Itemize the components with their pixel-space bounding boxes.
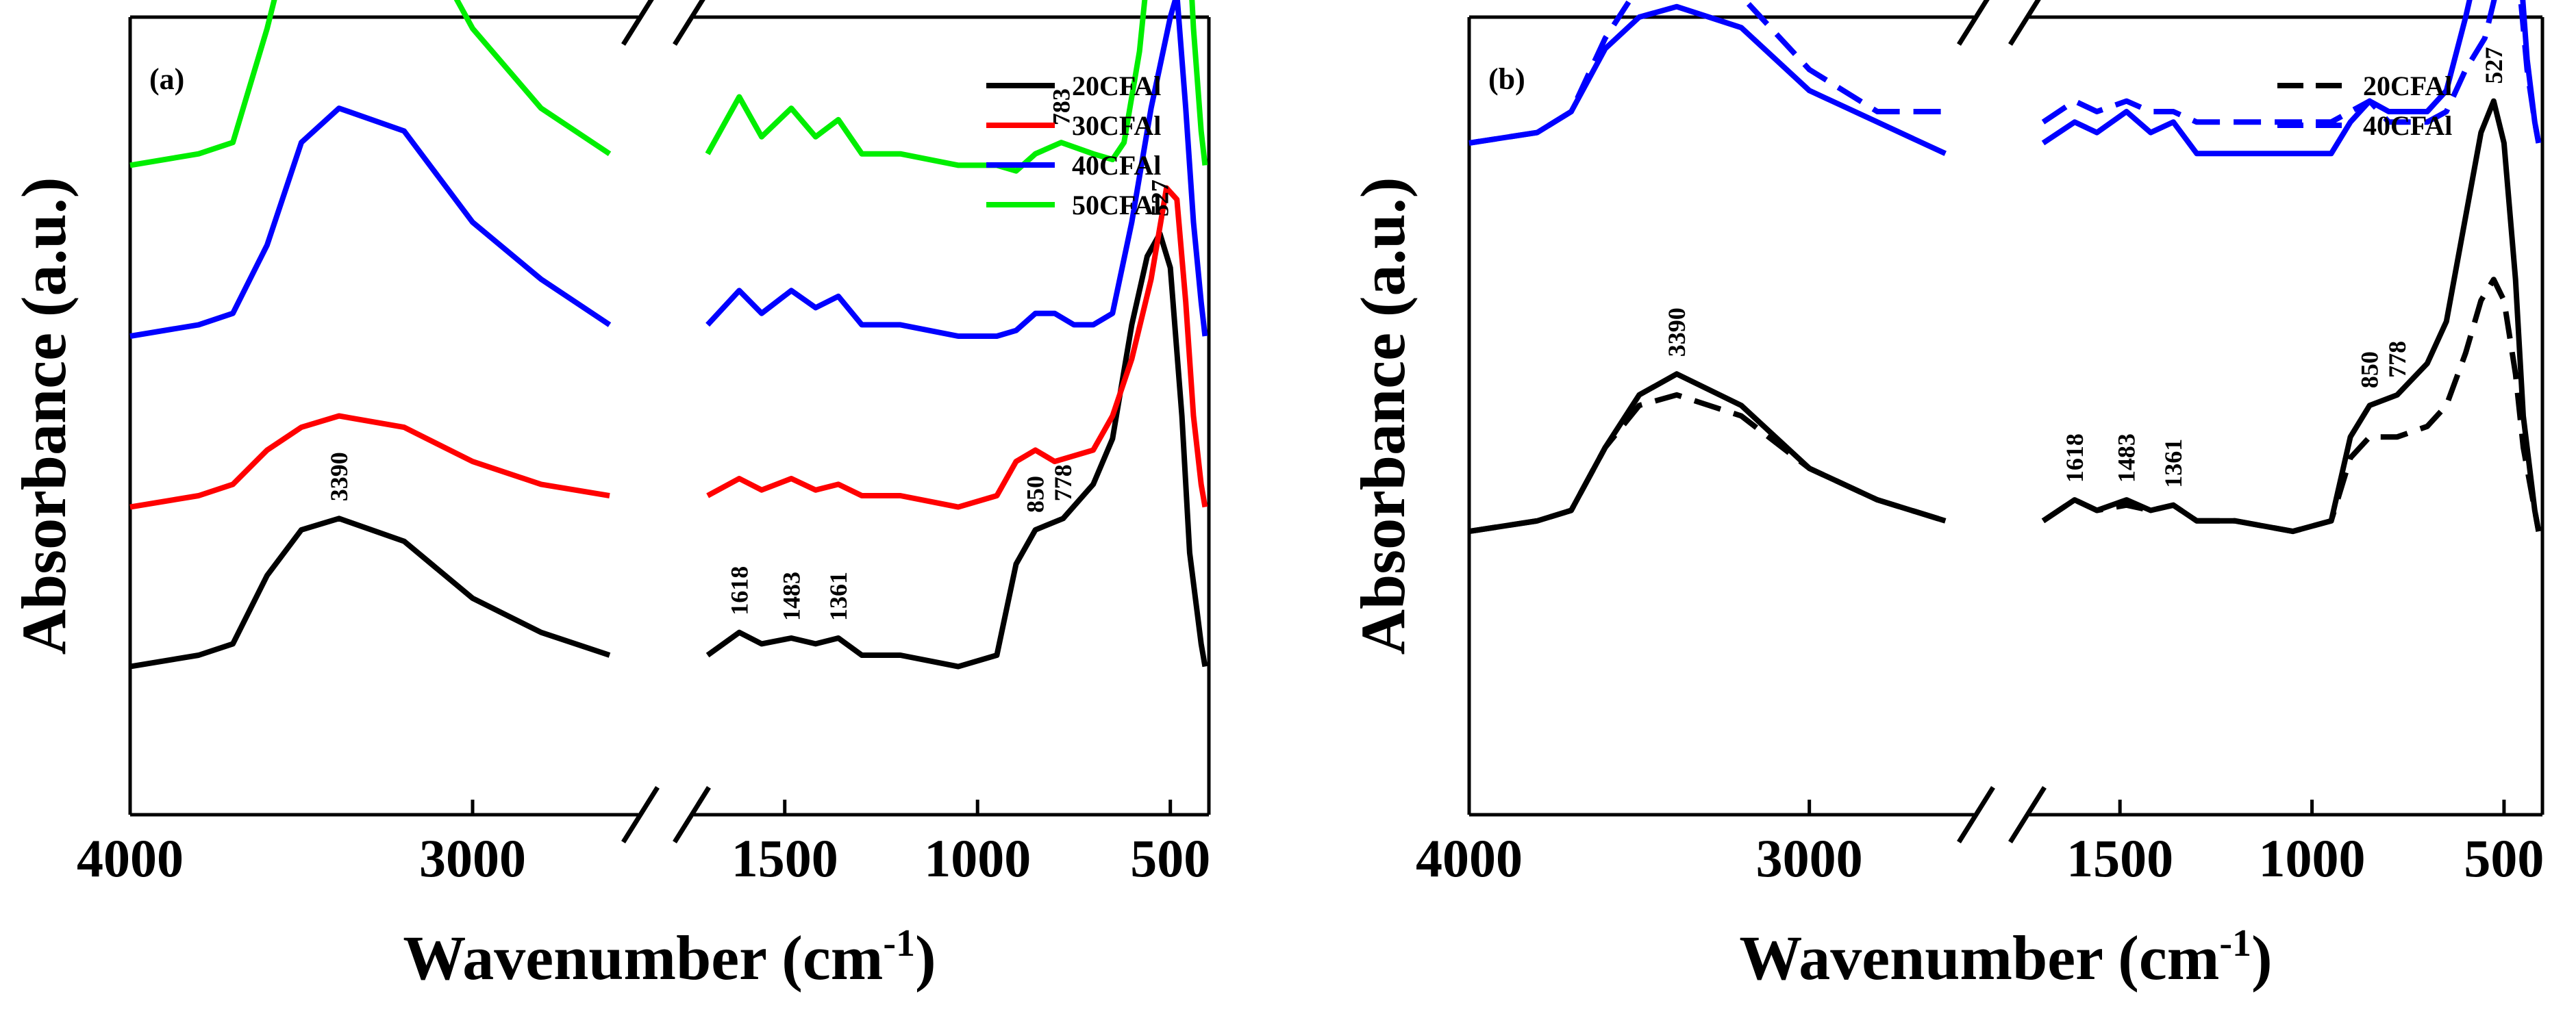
break-slash-1 bbox=[621, 0, 654, 46]
legend-label-20CFAl: 20CFAl bbox=[2363, 71, 2452, 101]
panel-label: (b) bbox=[1488, 62, 1525, 96]
series-line-40CFAl bbox=[1468, 0, 2542, 157]
legend-label-40CFAl: 40CFAl bbox=[2363, 110, 2452, 141]
x-tick-label: 1500 bbox=[731, 828, 838, 888]
legend-label-30CFAl: 30CFAl bbox=[1072, 110, 1161, 141]
peak-annotation: 778 bbox=[1049, 464, 1077, 501]
x-tick-label: 3000 bbox=[419, 828, 526, 888]
x-tick-label: 1000 bbox=[2259, 828, 2366, 888]
legend: 20CFAl 30CFAl 40CFAl 50CFAl bbox=[986, 71, 1161, 220]
series-segment-low bbox=[705, 0, 1208, 339]
chart-panel-a: 4000 3000 1500 1000 500 Wavenumber (cm-1) Abso… bbox=[9, 0, 1211, 993]
chart-panel-b: 4000 3000 1500 1000 500 Wavenumber (cm-1) Abso… bbox=[1348, 0, 2544, 993]
series-line-50CFAl bbox=[129, 0, 1208, 174]
series-line-30CFAl bbox=[129, 185, 1208, 510]
y-axis-title: Absorbance (a.u.) bbox=[9, 177, 79, 655]
x-axis-title: Wavenumber (cm-1) bbox=[403, 922, 936, 993]
axes-frame bbox=[1467, 15, 2544, 817]
x-tick-label: 1000 bbox=[924, 828, 1031, 888]
axis-break-top bbox=[1957, 0, 2041, 46]
series-segment-high bbox=[129, 0, 612, 168]
y-axis-title: Absorbance (a.u.) bbox=[1348, 177, 1418, 655]
axes-frame bbox=[128, 15, 1211, 817]
series-segment-high bbox=[129, 516, 611, 670]
series-line-40CFAl bbox=[129, 0, 1208, 339]
x-tick-label: 1500 bbox=[2066, 828, 2173, 888]
peak-annotation: 1483 bbox=[777, 572, 805, 621]
legend-label-40CFAl: 40CFAl bbox=[1072, 150, 1161, 181]
x-tick-label: 500 bbox=[2464, 828, 2544, 888]
peak-annotation: 1618 bbox=[725, 566, 753, 615]
peak-annotation: 1361 bbox=[825, 572, 852, 621]
break-slash-2 bbox=[673, 786, 711, 843]
axis-break-bottom bbox=[1957, 786, 2047, 843]
series-segment-high bbox=[1468, 392, 1947, 535]
series-segment-low bbox=[706, 185, 1208, 510]
x-tick-label: 4000 bbox=[77, 828, 184, 888]
series-segment-high bbox=[1468, 371, 1947, 535]
break-slash-2 bbox=[673, 0, 705, 46]
series-segment-low bbox=[2041, 277, 2542, 535]
series-segment-high bbox=[129, 413, 610, 510]
peak-annotation: 850 bbox=[2356, 351, 2384, 388]
axis-break-top bbox=[621, 0, 705, 46]
series-segment-high bbox=[129, 105, 612, 339]
peak-annotation: 3390 bbox=[1663, 307, 1690, 357]
axis-break-bottom bbox=[621, 786, 711, 843]
panel-label: (a) bbox=[149, 62, 184, 96]
break-slash-2 bbox=[2008, 0, 2041, 46]
series-segment-low bbox=[705, 231, 1208, 670]
peak-annotation: 527 bbox=[1147, 179, 1174, 216]
break-slash-2 bbox=[2008, 786, 2047, 843]
series-segment-high bbox=[1468, 3, 1947, 156]
legend-label-50CFAl: 50CFAl bbox=[1072, 190, 1161, 220]
x-tick-label: 500 bbox=[1130, 828, 1210, 888]
peak-annotation: 3390 bbox=[325, 452, 353, 501]
series-line-20CFAl bbox=[1468, 98, 2542, 535]
x-tick-label: 4000 bbox=[1416, 828, 1523, 888]
peak-annotation: 783 bbox=[1047, 88, 1075, 125]
peak-annotation: 778 bbox=[2384, 341, 2411, 378]
x-tick-label: 3000 bbox=[1756, 828, 1863, 888]
x-axis-title: Wavenumber (cm-1) bbox=[1739, 922, 2272, 993]
series-segment-low bbox=[2041, 98, 2542, 535]
peak-annotation: 1483 bbox=[2113, 433, 2140, 483]
peak-annotation: 850 bbox=[1022, 476, 1049, 513]
peak-annotation: 1361 bbox=[2160, 439, 2187, 488]
series-line-20CFAl bbox=[129, 231, 1208, 670]
peak-annotation: 527 bbox=[2480, 47, 2508, 84]
peak-annotation: 1618 bbox=[2061, 433, 2088, 483]
legend: 20CFAl 40CFAl bbox=[2277, 71, 2452, 141]
legend-label-20CFAl: 20CFAl bbox=[1072, 71, 1161, 101]
series-segment-low bbox=[705, 0, 1208, 174]
break-slash-1 bbox=[1957, 0, 1990, 46]
break-slash-1 bbox=[1957, 786, 1995, 843]
series-segment-low bbox=[2041, 0, 2542, 157]
break-slash-1 bbox=[621, 786, 660, 843]
